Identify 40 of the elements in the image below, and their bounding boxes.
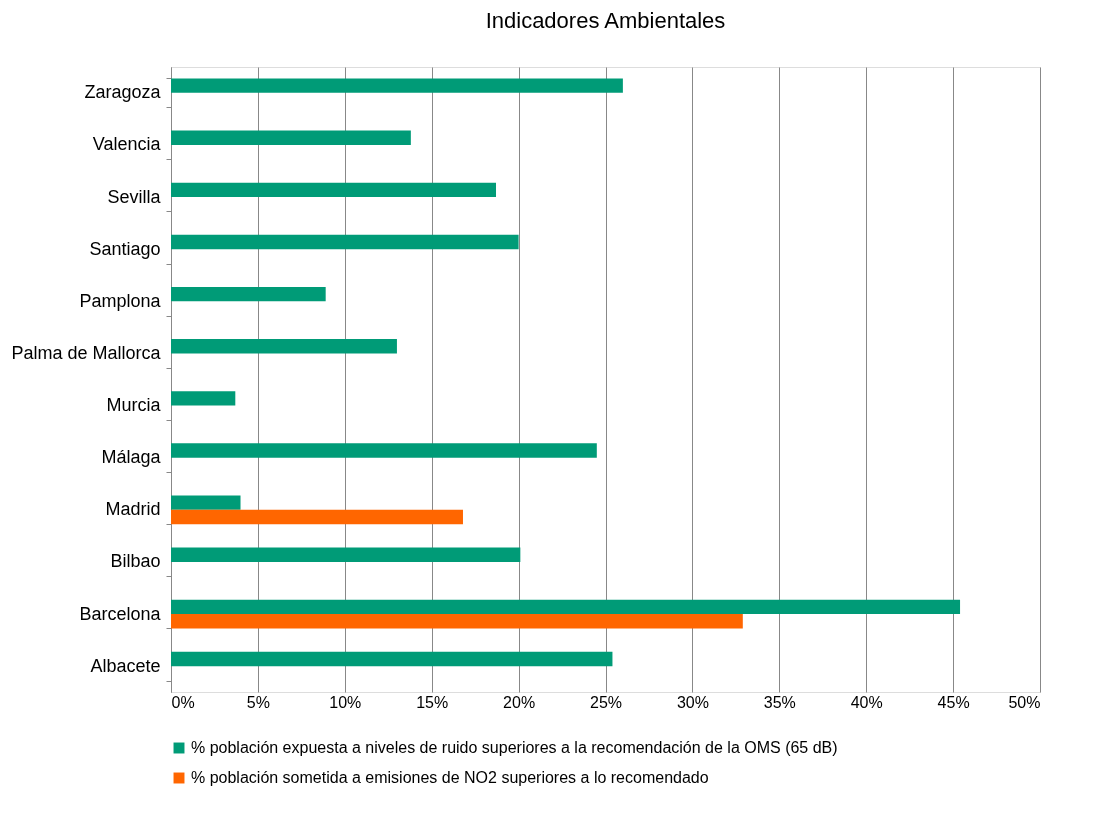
y-tick-label: Málaga: [101, 447, 162, 468]
bar: [171, 234, 519, 250]
x-tick-label: 15%: [416, 693, 449, 711]
y-tick-label: Barcelona: [79, 603, 162, 624]
y-tick-label: Bilbao: [110, 551, 161, 572]
x-tick-label: 50%: [1008, 693, 1041, 711]
bar: [171, 599, 961, 615]
x-tick-label: 30%: [676, 693, 709, 711]
y-tick-label: Sevilla: [107, 186, 162, 207]
bar: [171, 651, 613, 667]
bar: [171, 614, 743, 629]
y-tick-label: Murcia: [106, 395, 162, 416]
x-tick-label: 45%: [937, 693, 970, 711]
y-tick-label: Santiago: [89, 238, 161, 259]
bar: [171, 509, 463, 525]
y-tick-label: Zaragoza: [84, 82, 162, 103]
x-tick-label: 35%: [763, 693, 796, 711]
y-tick-label: Albacete: [90, 655, 161, 676]
bar: [171, 130, 411, 145]
x-tick-label: 40%: [850, 693, 883, 711]
y-tick-label: Valencia: [92, 134, 162, 155]
x-tick-label: 0%: [171, 693, 195, 711]
chart-title: Indicadores Ambientales: [485, 8, 726, 33]
x-tick-label: 10%: [329, 693, 362, 711]
bar: [171, 286, 326, 302]
bar: [171, 182, 497, 198]
y-tick-label: Pamplona: [79, 290, 162, 311]
bar: [171, 78, 623, 93]
x-tick-label: 25%: [589, 693, 623, 711]
bar: [171, 547, 521, 562]
x-tick-label: 20%: [503, 693, 536, 711]
bar: [171, 391, 236, 406]
bar: [171, 339, 397, 354]
legend-label: % población expuesta a niveles de ruido superiores a la recomendación de la OMS (65 dB): [191, 739, 838, 756]
bar: [171, 443, 597, 458]
bar: [171, 495, 241, 510]
y-tick-label: Madrid: [105, 499, 161, 520]
y-tick-label: Palma de Mallorca: [11, 342, 162, 363]
legend-label: % población sometida a emisiones de NO2 superiores a lo recomendado: [191, 769, 709, 786]
x-tick-label: 5%: [246, 693, 270, 711]
